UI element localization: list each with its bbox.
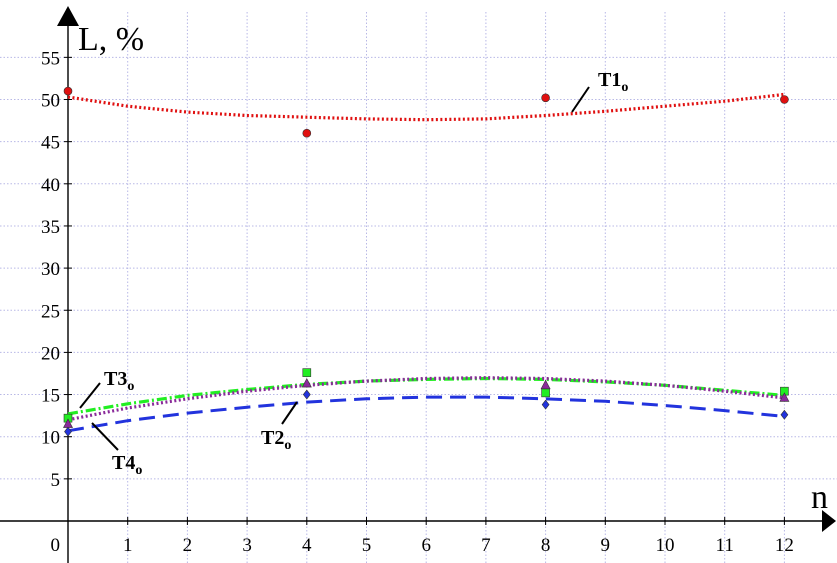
origin-label: 0 bbox=[51, 535, 61, 556]
y-tick-label-10: 10 bbox=[41, 428, 60, 449]
series-label-t2o: T2o bbox=[261, 427, 291, 453]
point-t1o-0 bbox=[63, 86, 73, 96]
y-tick-label-45: 45 bbox=[41, 133, 60, 154]
y-tick-label-25: 25 bbox=[41, 301, 60, 322]
x-tick-label-3: 3 bbox=[242, 535, 252, 556]
point-t2o-0 bbox=[64, 426, 72, 437]
point-t1o-12 bbox=[780, 95, 789, 104]
point-t3o-4 bbox=[302, 368, 312, 377]
point-t2o-8 bbox=[541, 399, 550, 410]
y-tick-label-5: 5 bbox=[51, 470, 61, 491]
point-t2o-12 bbox=[780, 409, 789, 420]
trend-lines bbox=[67, 92, 785, 433]
point-t3o-8 bbox=[541, 388, 550, 398]
x-tick-label-2: 2 bbox=[183, 535, 193, 556]
y-tick-label-50: 50 bbox=[41, 91, 60, 112]
series-label-t3o: T3o bbox=[104, 368, 134, 394]
point-t4o-4 bbox=[301, 377, 312, 388]
grid bbox=[0, 12, 837, 563]
x-tick-label-9: 9 bbox=[601, 535, 611, 556]
series-label-t1o: T1o bbox=[598, 69, 628, 95]
y-tick-label-20: 20 bbox=[41, 343, 60, 364]
leader-t3o bbox=[79, 382, 101, 409]
y-axis-title: L, % bbox=[78, 21, 144, 58]
y-tick-label-35: 35 bbox=[41, 217, 60, 238]
leader-t2o bbox=[281, 401, 298, 425]
leader-t4o bbox=[91, 422, 119, 451]
x-axis-title: n bbox=[811, 479, 828, 516]
x-tick-label-1: 1 bbox=[123, 535, 133, 556]
x-tick-label-6: 6 bbox=[421, 535, 431, 556]
point-t4o-12 bbox=[779, 392, 790, 402]
x-tick-label-4: 4 bbox=[302, 535, 312, 556]
point-t1o-8 bbox=[541, 93, 550, 103]
x-tick-label-12: 12 bbox=[775, 535, 794, 556]
series-label-t4o: T4o bbox=[112, 452, 142, 478]
series-labels: T1o T2o T3o T4o bbox=[104, 69, 628, 478]
x-tick-label-7: 7 bbox=[481, 535, 491, 556]
data-points bbox=[63, 86, 790, 437]
y-tick-label-40: 40 bbox=[41, 175, 60, 196]
y-tick-label-15: 15 bbox=[41, 386, 60, 407]
y-tick-label-55: 55 bbox=[41, 48, 60, 69]
y-axis-arrow bbox=[57, 6, 79, 26]
point-t4o-8 bbox=[540, 379, 551, 390]
point-t2o-4 bbox=[302, 389, 311, 400]
x-axis-arrow bbox=[822, 510, 836, 532]
label-leaders bbox=[79, 86, 590, 451]
leader-t1o bbox=[571, 86, 590, 113]
y-tick-label-30: 30 bbox=[41, 259, 60, 280]
trend-line-t2o bbox=[67, 395, 785, 433]
x-tick-label-5: 5 bbox=[362, 535, 372, 556]
x-tick-label-10: 10 bbox=[656, 535, 675, 556]
x-tick-label-11: 11 bbox=[716, 535, 734, 556]
x-tick-label-8: 8 bbox=[541, 535, 551, 556]
trend-line-t4o bbox=[67, 376, 785, 422]
trend-line-t1o bbox=[67, 92, 785, 122]
axes bbox=[0, 6, 836, 563]
point-t1o-4 bbox=[302, 128, 312, 138]
point-t4o-0 bbox=[63, 418, 73, 428]
